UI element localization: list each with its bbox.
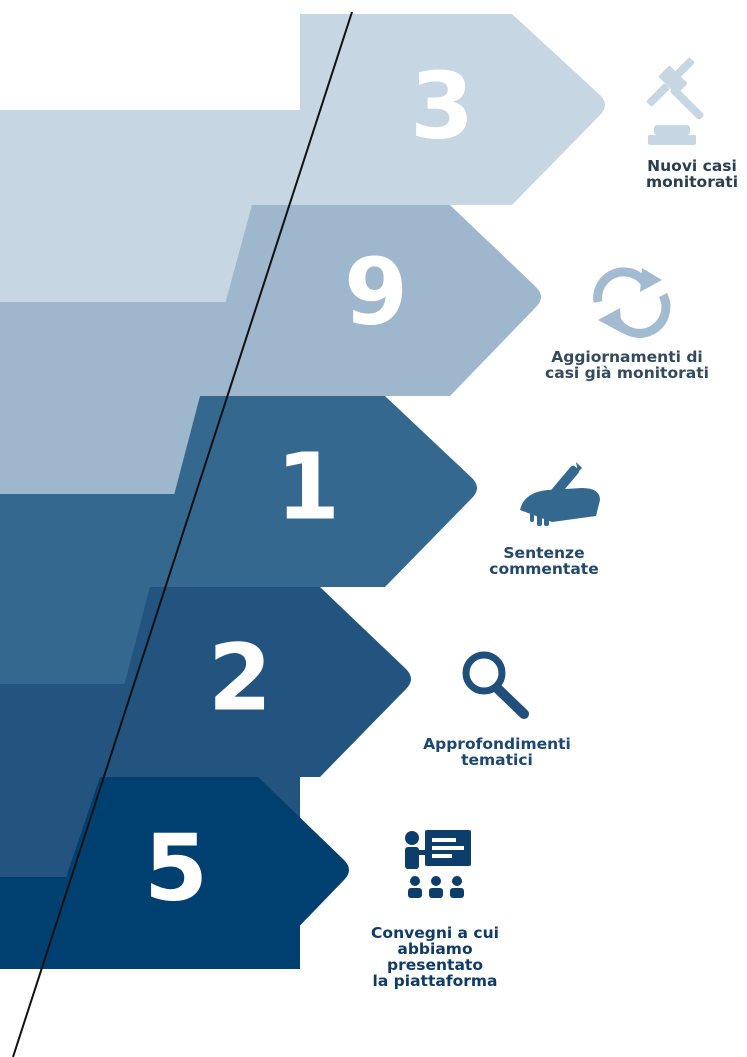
caption-line: tematici bbox=[461, 751, 533, 769]
caption-sentenze: Sentenze commentate bbox=[474, 545, 614, 577]
caption-line: commentate bbox=[489, 560, 599, 578]
search-icon bbox=[462, 651, 529, 719]
refresh-arrowheads bbox=[598, 268, 662, 333]
gavel-icon bbox=[646, 57, 704, 145]
caption-convegni: Convegni a cui abbiamo presentato la pia… bbox=[360, 925, 510, 989]
arrow-5 bbox=[35, 777, 349, 969]
arrow-3 bbox=[150, 396, 477, 587]
lower-mask bbox=[0, 969, 35, 1057]
diagonal-mask bbox=[0, 0, 352, 110]
caption-line: Aggiornamenti di bbox=[551, 348, 703, 366]
arrow-1 bbox=[250, 14, 605, 205]
caption-line: la piattaforma bbox=[372, 972, 498, 990]
stat-value-3: 1 bbox=[276, 433, 340, 540]
divider-line bbox=[12, 11, 353, 1057]
caption-line: casi già monitorati bbox=[545, 364, 709, 382]
arrow-4 bbox=[100, 587, 411, 777]
caption-line: Sentenze bbox=[503, 544, 585, 562]
caption-line: Convegni a cui bbox=[371, 924, 499, 942]
stat-value-1: 3 bbox=[410, 52, 474, 159]
caption-line: abbiamo bbox=[397, 940, 473, 958]
caption-line: presentato bbox=[387, 956, 483, 974]
caption-line: Approfondimenti bbox=[423, 735, 571, 753]
caption-line: monitorati bbox=[645, 173, 739, 191]
pen-writing-icon bbox=[520, 462, 600, 526]
stat-value-2: 9 bbox=[344, 238, 408, 345]
refresh-icon bbox=[593, 267, 671, 338]
stat-value-5: 5 bbox=[144, 814, 208, 921]
presentation-icon bbox=[405, 830, 471, 898]
arrow-2 bbox=[200, 205, 541, 396]
caption-approfondimenti: Approfondimenti tematici bbox=[402, 736, 592, 768]
stat-value-4: 2 bbox=[208, 624, 272, 731]
caption-aggiornamenti: Aggiornamenti di casi già monitorati bbox=[518, 349, 736, 381]
caption-nuovi-casi: Nuovi casi monitorati bbox=[636, 158, 747, 190]
caption-line: Nuovi casi bbox=[647, 157, 737, 175]
